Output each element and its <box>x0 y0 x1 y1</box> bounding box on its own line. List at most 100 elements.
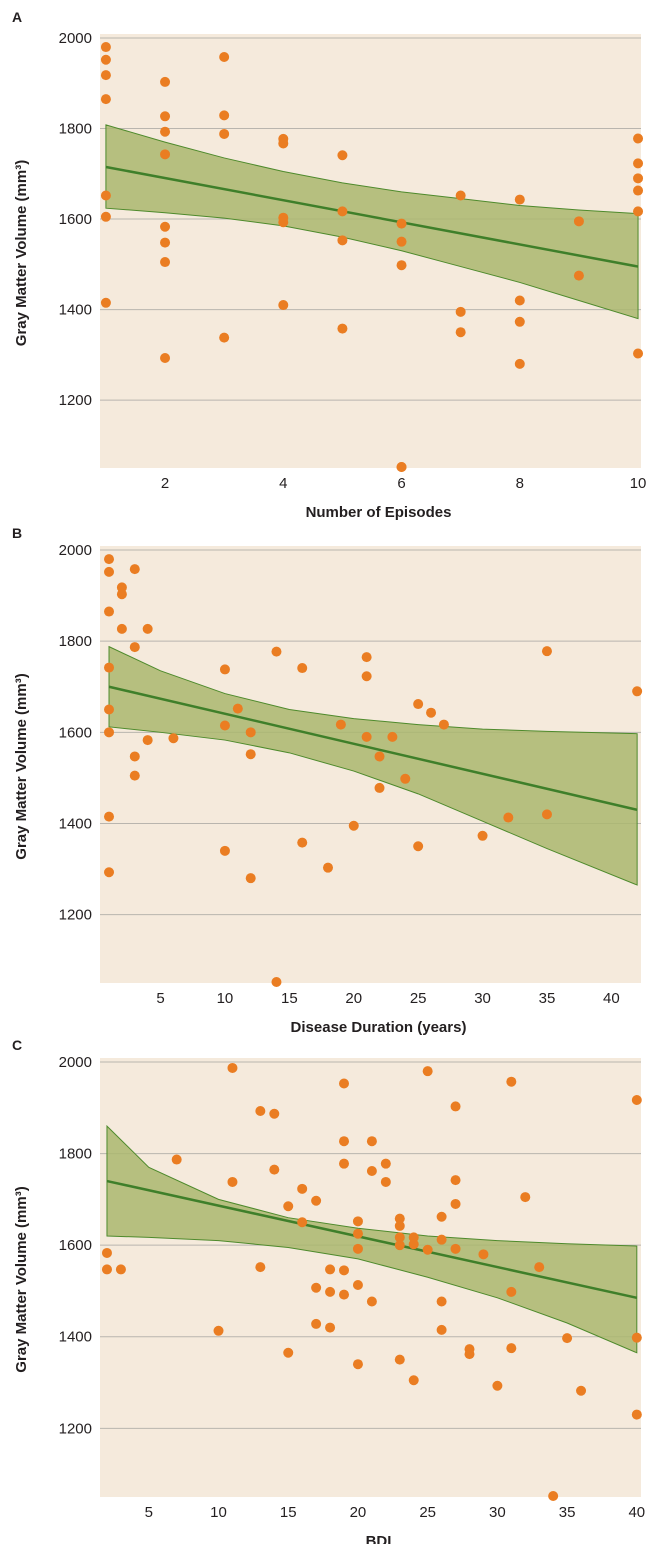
y-axis-title: Gray Matter Volume (mm³) <box>13 160 30 346</box>
x-tick-label: 30 <box>474 990 491 1007</box>
data-point <box>219 110 230 121</box>
data-point <box>337 150 348 161</box>
data-point <box>269 1164 280 1175</box>
x-tick-label: 15 <box>281 990 298 1007</box>
data-point <box>436 1296 447 1307</box>
panel-a: A 1200 1400 1600 1800 2000 2 4 6 8 10 Number of Epi… <box>12 9 646 521</box>
data-point <box>422 1244 433 1255</box>
data-point <box>297 837 308 848</box>
x-tick-label: 35 <box>559 1504 576 1521</box>
x-axis-title: Number of Episodes <box>306 504 452 521</box>
data-point <box>478 1249 489 1260</box>
data-point <box>100 211 111 222</box>
data-point <box>104 662 115 673</box>
data-point <box>335 719 346 730</box>
data-point <box>436 1234 447 1245</box>
y-tick-label: 2000 <box>59 30 92 47</box>
data-point <box>366 1136 377 1147</box>
data-point <box>160 353 171 364</box>
x-tick-label: 40 <box>628 1504 645 1521</box>
data-point <box>492 1380 503 1391</box>
panel-letter: A <box>12 9 22 25</box>
data-point <box>245 727 256 738</box>
x-tick-label: 10 <box>210 1504 227 1521</box>
x-tick-label: 20 <box>350 1504 367 1521</box>
data-point <box>506 1076 517 1087</box>
data-point <box>562 1333 573 1344</box>
data-point <box>100 190 111 201</box>
data-point <box>160 237 171 248</box>
data-point <box>219 128 230 139</box>
data-point <box>278 138 289 149</box>
data-point <box>171 1154 182 1165</box>
data-point <box>339 1265 350 1276</box>
data-point <box>455 306 466 317</box>
data-point <box>541 809 552 820</box>
y-tick-label: 1400 <box>59 302 92 319</box>
y-tick-label: 1800 <box>59 1146 92 1163</box>
regression-line <box>106 1179 638 1300</box>
data-point <box>339 1289 350 1300</box>
y-axis-title: Gray Matter Volume (mm³) <box>13 673 30 859</box>
regression-line <box>105 165 639 268</box>
panel-letter: C <box>12 1037 22 1053</box>
data-point <box>297 1183 308 1194</box>
data-point <box>160 76 171 87</box>
data-point <box>116 623 127 634</box>
data-point <box>633 173 644 184</box>
data-point <box>361 671 372 682</box>
data-point <box>245 873 256 884</box>
data-point <box>352 1359 363 1370</box>
data-point <box>352 1228 363 1239</box>
data-point <box>394 1354 405 1365</box>
data-point <box>283 1201 294 1212</box>
data-point <box>394 1220 405 1231</box>
data-point <box>374 782 385 793</box>
data-point <box>337 323 348 334</box>
data-point <box>631 1095 642 1106</box>
data-point <box>477 830 488 841</box>
data-point <box>394 1213 405 1224</box>
x-tick-label: 5 <box>145 1504 153 1521</box>
y-tick-label: 1600 <box>59 1237 92 1254</box>
data-point <box>438 719 449 730</box>
data-point <box>396 218 407 229</box>
data-point <box>311 1195 322 1206</box>
data-point <box>278 300 289 311</box>
data-point <box>573 216 584 227</box>
y-tick-label: 1200 <box>59 907 92 924</box>
data-point <box>436 1324 447 1335</box>
data-point <box>219 664 230 675</box>
data-point <box>548 1491 559 1501</box>
data-point <box>455 190 466 201</box>
data-point <box>227 1062 238 1073</box>
data-point <box>311 1282 322 1293</box>
data-point <box>394 1240 405 1251</box>
data-point <box>271 977 282 987</box>
data-point <box>426 707 437 718</box>
data-point <box>633 185 644 196</box>
data-point <box>245 749 256 760</box>
data-point <box>534 1262 545 1273</box>
confidence-band <box>105 124 639 320</box>
data-point <box>464 1349 475 1360</box>
panel-letter: B <box>12 525 22 541</box>
data-point <box>408 1239 419 1250</box>
x-tick-label: 4 <box>279 475 287 492</box>
data-point <box>104 867 115 878</box>
regression-line <box>108 685 638 812</box>
x-tick-label: 5 <box>156 990 164 1007</box>
data-point <box>100 297 111 308</box>
data-point <box>232 703 243 714</box>
data-point <box>366 1165 377 1176</box>
data-point <box>104 554 115 565</box>
data-point <box>129 751 140 762</box>
y-tick-label: 1200 <box>59 1420 92 1437</box>
y-axis-title: Gray Matter Volume (mm³) <box>13 1186 30 1372</box>
x-tick-label: 15 <box>280 1504 297 1521</box>
data-point <box>160 149 171 160</box>
data-point <box>219 845 230 856</box>
data-point <box>573 270 584 281</box>
data-point <box>413 841 424 852</box>
data-point <box>255 1105 266 1116</box>
